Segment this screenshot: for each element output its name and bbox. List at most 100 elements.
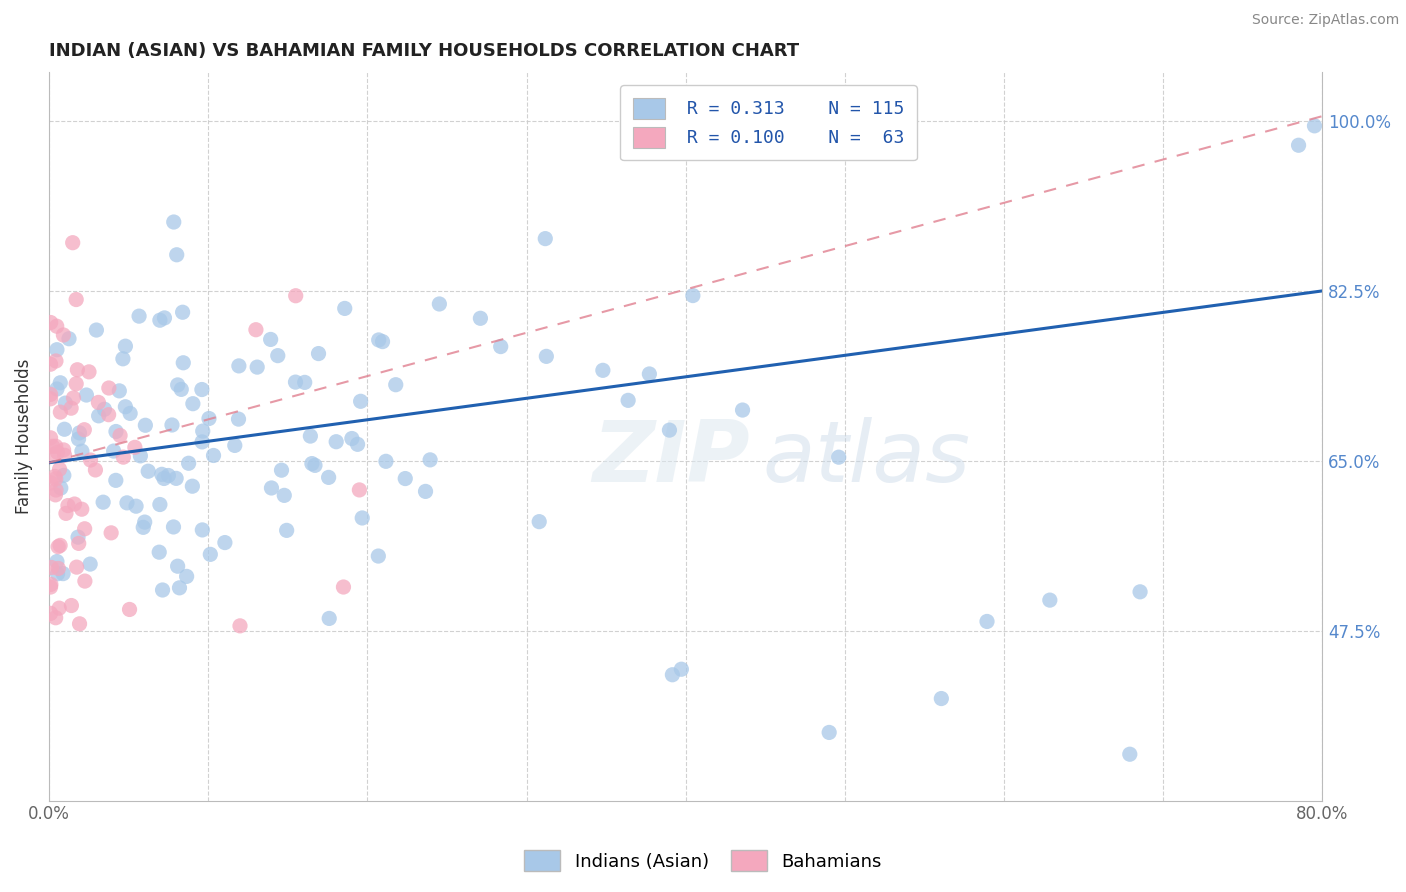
Point [91,495,114,509]
Point [200,547,222,561]
Point [97,408,120,422]
Point [67,425,90,440]
Point [55,507,77,521]
Point [79,453,101,467]
Point [267,349,290,363]
Point [45,343,67,357]
Point [177,456,200,470]
Point [318,611,340,625]
Point [39,577,62,591]
Point [128,309,150,323]
Point [284,289,307,303]
Point [165,471,187,485]
Point [294,376,316,390]
Point [67,530,90,544]
Point [374,454,396,468]
Point [84,463,107,477]
Point [229,619,252,633]
Point [49,538,72,552]
Point [97,381,120,395]
Point [273,488,295,502]
Point [333,301,356,316]
Point [39,607,62,621]
Point [489,340,512,354]
Point [73,423,96,437]
Point [318,470,340,484]
Point [224,438,246,452]
Point [419,453,441,467]
Point [62,391,84,405]
Point [260,481,283,495]
Point [103,444,125,458]
Point [592,363,614,377]
Point [191,424,214,438]
Point [49,481,72,495]
Point [52,442,75,457]
Point [52,566,75,581]
Point [39,357,62,371]
Point [308,346,330,360]
Point [163,215,186,229]
Point [191,434,214,449]
Point [49,405,72,419]
Point [44,488,66,502]
Point [69,616,91,631]
Point [65,376,87,391]
Point [41,439,63,453]
Point [115,496,138,510]
Point [149,498,172,512]
Point [45,472,67,486]
Point [245,323,267,337]
Point [93,402,115,417]
Point [55,396,77,410]
Point [46,561,69,575]
Point [536,350,558,364]
Point [658,423,681,437]
Point [470,311,492,326]
Point [39,387,62,401]
Point [301,457,323,471]
Point [66,363,89,377]
Point [228,359,250,373]
Point [125,499,148,513]
Point [39,580,62,594]
Point [53,422,76,436]
Point [1119,747,1142,762]
Point [818,725,841,739]
Point [62,235,84,250]
Point [682,288,704,302]
Point [228,412,250,426]
Point [259,333,281,347]
Point [129,449,152,463]
Point [42,448,65,462]
Point [45,611,67,625]
Point [48,601,70,615]
Y-axis label: Family Households: Family Households [15,359,32,514]
Point [340,432,363,446]
Point [136,464,159,478]
Point [931,691,953,706]
Point [77,365,100,379]
Point [67,536,90,550]
Point [172,305,194,319]
Point [153,471,176,485]
Point [276,524,298,538]
Point [332,580,354,594]
Point [617,393,640,408]
Text: ZIP: ZIP [592,417,749,500]
Point [172,356,194,370]
Point [79,557,101,571]
Point [45,483,67,497]
Point [60,401,83,416]
Point [352,511,374,525]
Point [46,540,69,554]
Point [325,434,347,449]
Point [299,429,322,443]
Point [415,484,437,499]
Point [828,450,851,465]
Point [41,560,63,574]
Point [39,475,62,490]
Point [100,525,122,540]
Point [45,382,67,396]
Point [52,328,75,343]
